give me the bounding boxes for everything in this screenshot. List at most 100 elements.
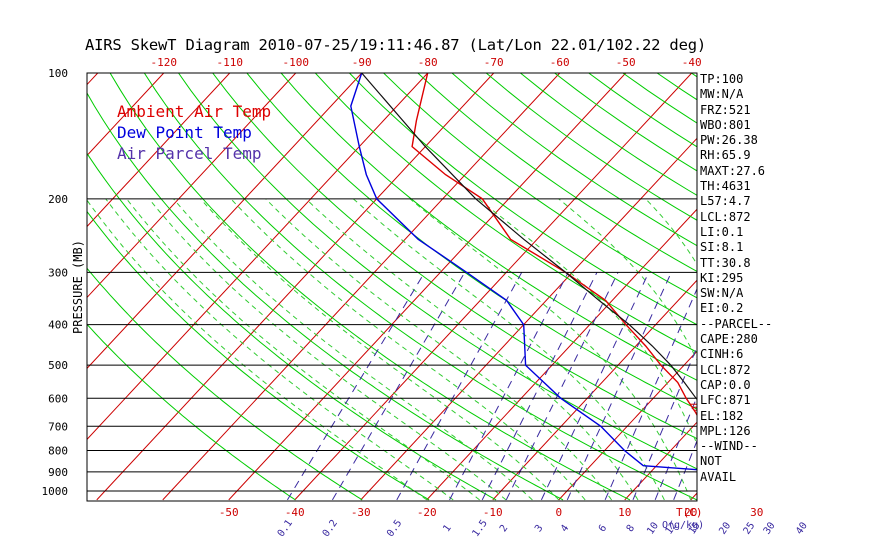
- parcel-profile-line: [361, 73, 697, 401]
- index-item: SW:N/A: [700, 286, 744, 301]
- mixing-ratio-label: 20: [717, 520, 733, 536]
- moist-adiabat-line: [409, 198, 692, 501]
- pressure-tick-label: 300: [48, 266, 68, 279]
- mixing-ratio-label: 1: [441, 523, 453, 534]
- bottom-temp-tick-label: 10: [618, 506, 631, 519]
- pressure-tick-label: 700: [48, 420, 68, 433]
- index-item: MW:N/A: [700, 87, 744, 102]
- bottom-temp-tick-label: -50: [219, 506, 239, 519]
- stability-index-list: TP:100 MW:N/A FRZ:521 WBO:801 PW:26.38 RH:65.…: [700, 72, 772, 485]
- index-item: WBO:801: [700, 117, 751, 132]
- isotherm-line: [294, 73, 693, 501]
- mixing-ratio-line: [604, 287, 697, 501]
- index-item: NOT: [700, 454, 722, 469]
- dry-adiabat-line: [862, 73, 870, 500]
- index-item: EL:182: [700, 408, 744, 423]
- pressure-tick-label: 200: [48, 193, 68, 206]
- mixing-ratio-label: 0.5: [385, 518, 404, 539]
- bottom-temp-tick-label: -40: [285, 506, 305, 519]
- dry-adiabat-line: [485, 73, 697, 221]
- index-item: MAXT:27.6: [700, 163, 766, 178]
- temperature-profile-line: [411, 73, 697, 417]
- moist-adiabat-line: [844, 199, 849, 500]
- temp-axis-unit-label: T(C): [676, 506, 703, 519]
- top-temp-tick-label: -120: [150, 56, 177, 69]
- index-item: TH:4631: [700, 179, 751, 194]
- dry-adiabat-line: [87, 210, 430, 501]
- mixing-ratio-label: 2: [498, 523, 510, 534]
- index-item: CAP:0.0: [700, 377, 751, 392]
- index-item: FRZ:521: [700, 102, 751, 117]
- dry-adiabat-line: [794, 73, 870, 500]
- dry-adiabat-line: [87, 152, 497, 501]
- index-item: L57:4.7: [700, 194, 751, 209]
- isotherm-line: [426, 208, 697, 501]
- dewpoint-profile-line: [350, 73, 697, 471]
- mixing-ratio-label: 6: [597, 523, 609, 534]
- top-temp-tick-label: -90: [352, 56, 372, 69]
- index-item: EI:0.2: [700, 301, 744, 316]
- top-temp-tick-label: -110: [216, 56, 243, 69]
- top-temp-tick-label: -70: [484, 56, 504, 69]
- bottom-temp-tick-label: 20: [684, 506, 697, 519]
- top-temp-tick-label: -100: [282, 56, 309, 69]
- mixing-ratio-line: [286, 272, 426, 501]
- mixing-ratio-line: [540, 272, 650, 501]
- legend-entry: Air Parcel Temp: [117, 144, 262, 163]
- moist-adiabat-line: [305, 198, 639, 501]
- pressure-tick-label: 400: [48, 319, 68, 332]
- isotherm-line: [228, 73, 627, 501]
- dry-adiabat-line: [246, 73, 697, 410]
- index-item: RH:65.9: [700, 148, 751, 163]
- top-temp-tick-label: -40: [682, 56, 702, 69]
- chart-title: AIRS SkewT Diagram 2010-07-25/19:11:46.8…: [85, 36, 706, 54]
- pressure-tick-label: 100: [48, 67, 68, 80]
- isotherm-line: [492, 279, 697, 501]
- mixing-ratio-line: [772, 272, 848, 499]
- bottom-temp-tick-label: -30: [351, 506, 371, 519]
- index-item: LI:0.1: [700, 224, 744, 239]
- mixing-ratio-label: 0.1: [276, 518, 295, 539]
- top-temp-tick-label: -60: [550, 56, 570, 69]
- mixing-ratio-label: 30: [762, 520, 778, 536]
- index-item: KI:295: [700, 270, 744, 285]
- mixing-ratio-line: [449, 272, 569, 501]
- mixing-ratio-line: [331, 272, 466, 501]
- mixing-ratio-line: [481, 272, 598, 501]
- index-item: TT:30.8: [700, 255, 751, 270]
- bottom-temp-tick-label: -10: [483, 506, 503, 519]
- dry-adiabat-line: [87, 267, 363, 501]
- index-item: CAPE:280: [700, 332, 758, 347]
- isotherm-line: [823, 73, 870, 500]
- index-item: LFC:871: [700, 393, 751, 408]
- moist-adiabat-line: [148, 198, 507, 501]
- mixing-ratio-line: [505, 272, 619, 501]
- mixing-ratio-label: 0.2: [321, 518, 340, 539]
- plot-frame: [86, 72, 698, 502]
- dry-adiabat-line: [178, 73, 697, 470]
- dry-adiabat-line: [383, 73, 697, 299]
- index-item: --WIND--: [700, 439, 758, 454]
- moist-adiabat-line: [173, 198, 533, 501]
- mixing-ratio-label: 8: [625, 523, 637, 534]
- dry-adiabat-line: [828, 73, 870, 500]
- dry-adiabat-line: [212, 73, 697, 440]
- index-item: MPL:126: [700, 423, 751, 438]
- dry-adiabat-line: [109, 73, 631, 501]
- mixing-ratio-unit-label: Q(g/kg): [662, 520, 704, 531]
- top-temp-tick-label: -80: [418, 56, 438, 69]
- moist-adiabat-line: [230, 198, 586, 501]
- pressure-tick-label: 900: [48, 466, 68, 479]
- y-axis-label: PRESSURE (MB): [71, 240, 85, 334]
- isotherm-line: [87, 73, 429, 441]
- moist-adiabat-line: [200, 198, 560, 501]
- moist-adiabat-line: [791, 199, 823, 500]
- dry-adiabat-line: [314, 73, 697, 353]
- dry-adiabat-line: [349, 73, 697, 326]
- mixing-ratio-label: 4: [559, 523, 571, 534]
- index-item: LCL:872: [700, 362, 751, 377]
- moist-adiabat-line: [87, 199, 428, 501]
- bottom-temp-tick-label: 30: [750, 506, 763, 519]
- dry-adiabat-line: [520, 73, 697, 196]
